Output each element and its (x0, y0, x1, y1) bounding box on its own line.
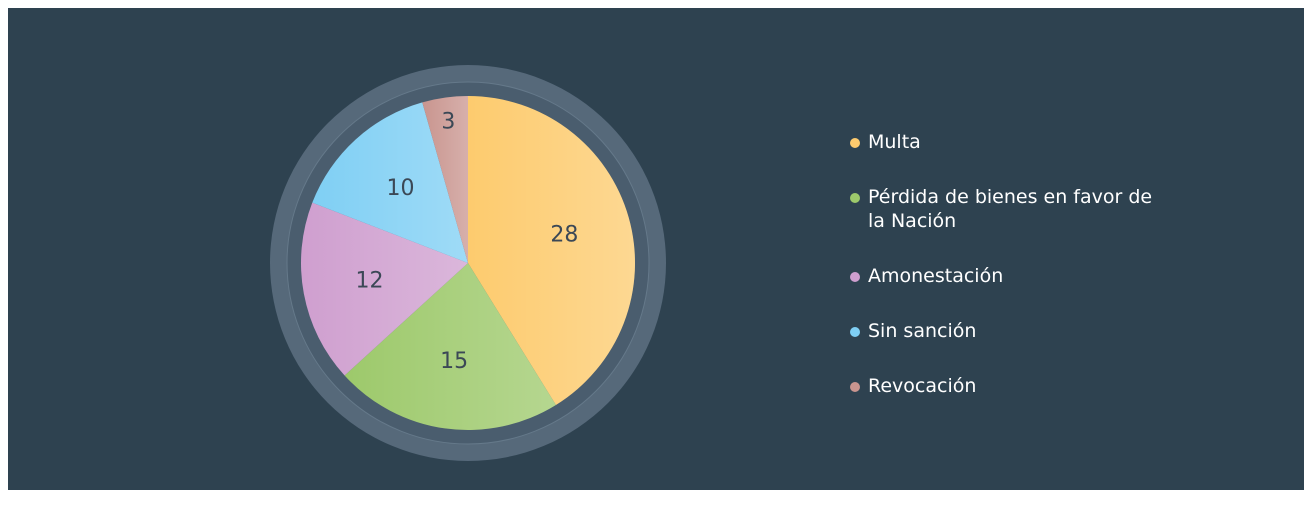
slice-shine (301, 202, 468, 376)
legend-item: Sin sanción (850, 319, 1170, 343)
legend-label: Sin sanción (868, 320, 977, 342)
legend-swatch (850, 327, 860, 337)
slice-shine (344, 263, 556, 431)
legend-swatch (850, 382, 860, 392)
legend-swatch (850, 193, 860, 203)
pie: 28 15 12 10 3 (301, 96, 636, 431)
slice-shine (312, 102, 468, 263)
legend-label: Amonestación (868, 265, 1004, 287)
slice-label: 10 (386, 176, 414, 201)
slice-shine (468, 96, 636, 405)
slice-shine (422, 96, 468, 263)
chart: 28 15 12 10 3 (270, 65, 666, 461)
legend: Multa Pérdida de bienes en favor de la Na… (850, 130, 1170, 429)
slice-label: 28 (550, 223, 578, 248)
legend-label: Multa (868, 131, 921, 153)
legend-item: Multa (850, 130, 1170, 154)
slice-label: 12 (356, 268, 384, 293)
legend-item: Revocación (850, 374, 1170, 398)
chart-panel: 28 15 12 10 3 (8, 8, 1304, 490)
legend-item: Pérdida de bienes en favor de la Nación (850, 185, 1170, 233)
legend-item: Amonestación (850, 264, 1170, 288)
legend-swatch (850, 138, 860, 148)
legend-label: Pérdida de bienes en favor de la Nación (868, 186, 1153, 232)
slice-label: 15 (440, 349, 468, 374)
legend-swatch (850, 272, 860, 282)
slice-label: 3 (441, 109, 455, 134)
legend-label: Revocación (868, 375, 977, 397)
